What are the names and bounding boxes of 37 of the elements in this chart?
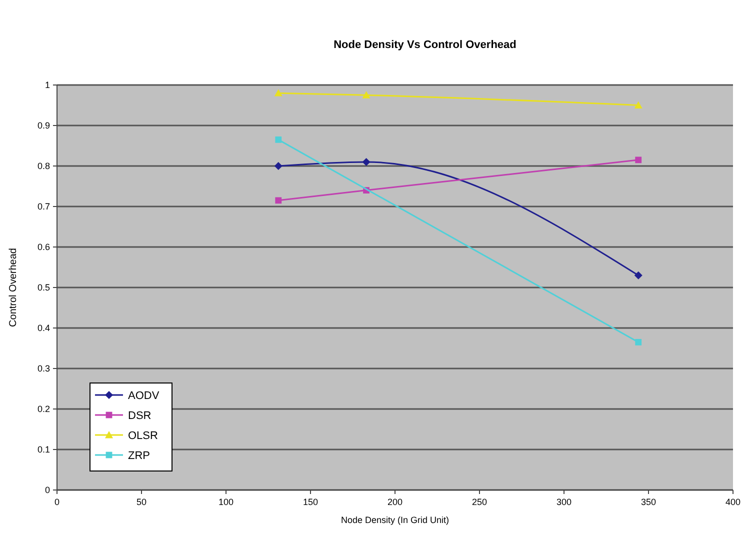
y-tick-label: 0.2 [37, 404, 50, 414]
point [635, 156, 642, 164]
y-tick-label: 0.3 [37, 364, 50, 374]
chart-title: Node Density Vs Control Overhead [334, 39, 516, 51]
x-tick-label: 50 [136, 497, 147, 507]
y-tick-label: 0 [44, 485, 50, 496]
point [634, 271, 642, 280]
legend-label: OLSR [128, 430, 158, 442]
y-tick-label: 0.9 [37, 120, 50, 131]
point [362, 91, 370, 98]
y-tick-label: 0.7 [37, 202, 50, 212]
x-tick-label: 100 [218, 497, 234, 507]
point [635, 338, 642, 346]
x-tick-label: 350 [640, 497, 656, 507]
legend-label: DSR [128, 410, 152, 422]
point [274, 162, 282, 170]
y-tick-label: 0.8 [37, 161, 50, 172]
x-axis-title: Node Density (In Grid Unit) [340, 515, 450, 525]
y-tick-label: 1 [44, 80, 50, 90]
x-tick-label: 250 [472, 497, 488, 507]
x-tick-label: 400 [725, 497, 741, 507]
point [634, 101, 642, 108]
x-tick-label: 150 [302, 497, 318, 507]
legend-label: ZRP [128, 450, 150, 462]
y-tick-label: 0.1 [37, 444, 50, 455]
y-tick-label: 0.4 [37, 323, 50, 334]
x-tick-label: 0 [54, 497, 60, 507]
point [275, 197, 282, 204]
y-axis-title: Control Overhead [8, 248, 19, 327]
x-tick-label: 300 [556, 497, 572, 507]
x-tick-label: 200 [387, 497, 403, 507]
point [275, 136, 282, 143]
point [274, 89, 282, 96]
y-tick-label: 0.6 [37, 242, 50, 252]
point [362, 158, 370, 166]
legend-label: AODV [128, 390, 160, 402]
y-tick-label: 0.5 [37, 282, 50, 293]
